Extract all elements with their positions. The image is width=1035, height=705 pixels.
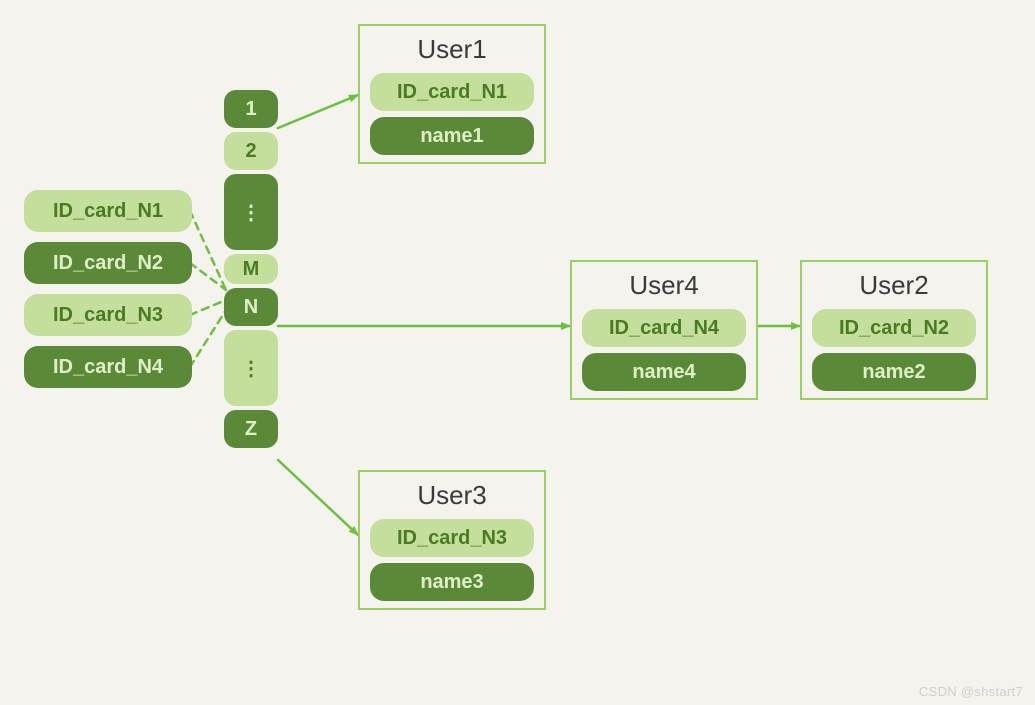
user-title: User2 [802, 270, 986, 301]
bucket-cell: N [224, 288, 278, 326]
user-node: User2 ID_card_N2 name2 [800, 260, 988, 400]
bucket-label: 1 [245, 98, 256, 121]
solid-edge [278, 95, 358, 128]
user-title: User3 [360, 480, 544, 511]
user-field-label: name4 [632, 361, 695, 384]
user-field: name1 [370, 117, 534, 155]
dashed-edges [190, 211, 226, 367]
user-field: ID_card_N1 [370, 73, 534, 111]
user-field-label: ID_card_N3 [397, 527, 507, 550]
user-node: User1 ID_card_N1 name1 [358, 24, 546, 164]
user-field: name4 [582, 353, 746, 391]
hash-key-label: ID_card_N4 [53, 356, 163, 379]
user-field-label: name3 [420, 571, 483, 594]
user-field: name2 [812, 353, 976, 391]
bucket-cell: 2 [224, 132, 278, 170]
user-field: ID_card_N2 [812, 309, 976, 347]
user-field: ID_card_N3 [370, 519, 534, 557]
bucket-label: Z [245, 418, 257, 441]
hash-key-pill: ID_card_N2 [24, 242, 192, 284]
hash-keys-list: ID_card_N1 ID_card_N2 ID_card_N3 ID_card_N4 [24, 190, 192, 398]
hash-bucket-column: 1 2 ⋮ MN ⋮ Z [224, 90, 278, 452]
bucket-label: ⋮ [241, 200, 261, 225]
bucket-cell: Z [224, 410, 278, 448]
bucket-label: M [243, 258, 260, 281]
hash-key-pill: ID_card_N3 [24, 294, 192, 336]
user-field-label: ID_card_N1 [397, 81, 507, 104]
hash-key-pill: ID_card_N4 [24, 346, 192, 388]
hash-key-label: ID_card_N2 [53, 252, 163, 275]
user-field: ID_card_N4 [582, 309, 746, 347]
user-title: User4 [572, 270, 756, 301]
watermark: CSDN @shstart7 [919, 684, 1023, 699]
dashed-edge [190, 211, 226, 290]
bucket-cell: ⋮ [224, 330, 278, 406]
user-field-label: name1 [420, 125, 483, 148]
hash-key-pill: ID_card_N1 [24, 190, 192, 232]
bucket-label: N [244, 296, 258, 319]
solid-edge [278, 460, 358, 535]
user-node: User4 ID_card_N4 name4 [570, 260, 758, 400]
user-title: User1 [360, 34, 544, 65]
user-field-label: ID_card_N2 [839, 317, 949, 340]
hash-key-label: ID_card_N1 [53, 200, 163, 223]
user-node: User3 ID_card_N3 name3 [358, 470, 546, 610]
bucket-label: 2 [245, 140, 256, 163]
user-field-label: ID_card_N4 [609, 317, 719, 340]
user-field-label: name2 [862, 361, 925, 384]
bucket-cell: M [224, 254, 278, 284]
user-field: name3 [370, 563, 534, 601]
bucket-cell: ⋮ [224, 174, 278, 250]
dashed-edge [190, 263, 226, 290]
dashed-edge [190, 310, 226, 367]
bucket-label: ⋮ [241, 356, 261, 381]
hash-key-label: ID_card_N3 [53, 304, 163, 327]
dashed-edge [190, 300, 226, 315]
bucket-cell: 1 [224, 90, 278, 128]
